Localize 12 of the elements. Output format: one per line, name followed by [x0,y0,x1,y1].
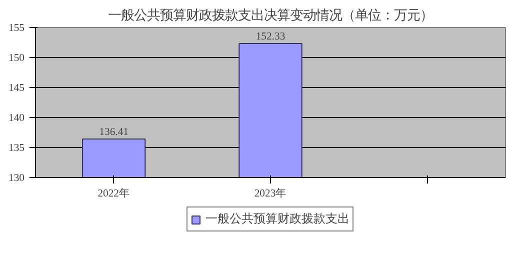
y-tick-label: 145 [8,83,24,94]
legend-label: 一般公共预算财政拨款支出 [206,210,350,228]
chart-title: 一般公共预算财政拨款支出决算变动情况（单位：万元） [108,8,433,22]
data-label: 136.41 [99,127,128,138]
y-tick-label: 135 [8,143,24,154]
y-tick-label: 130 [8,173,24,184]
y-tick-label: 140 [8,113,24,124]
data-label: 152.33 [256,32,286,43]
x-tick-label: 2022年 [98,188,130,200]
x-tick-label: 2023年 [254,188,287,200]
y-tick-label: 155 [8,23,24,34]
y-tick-label: 150 [8,53,24,64]
